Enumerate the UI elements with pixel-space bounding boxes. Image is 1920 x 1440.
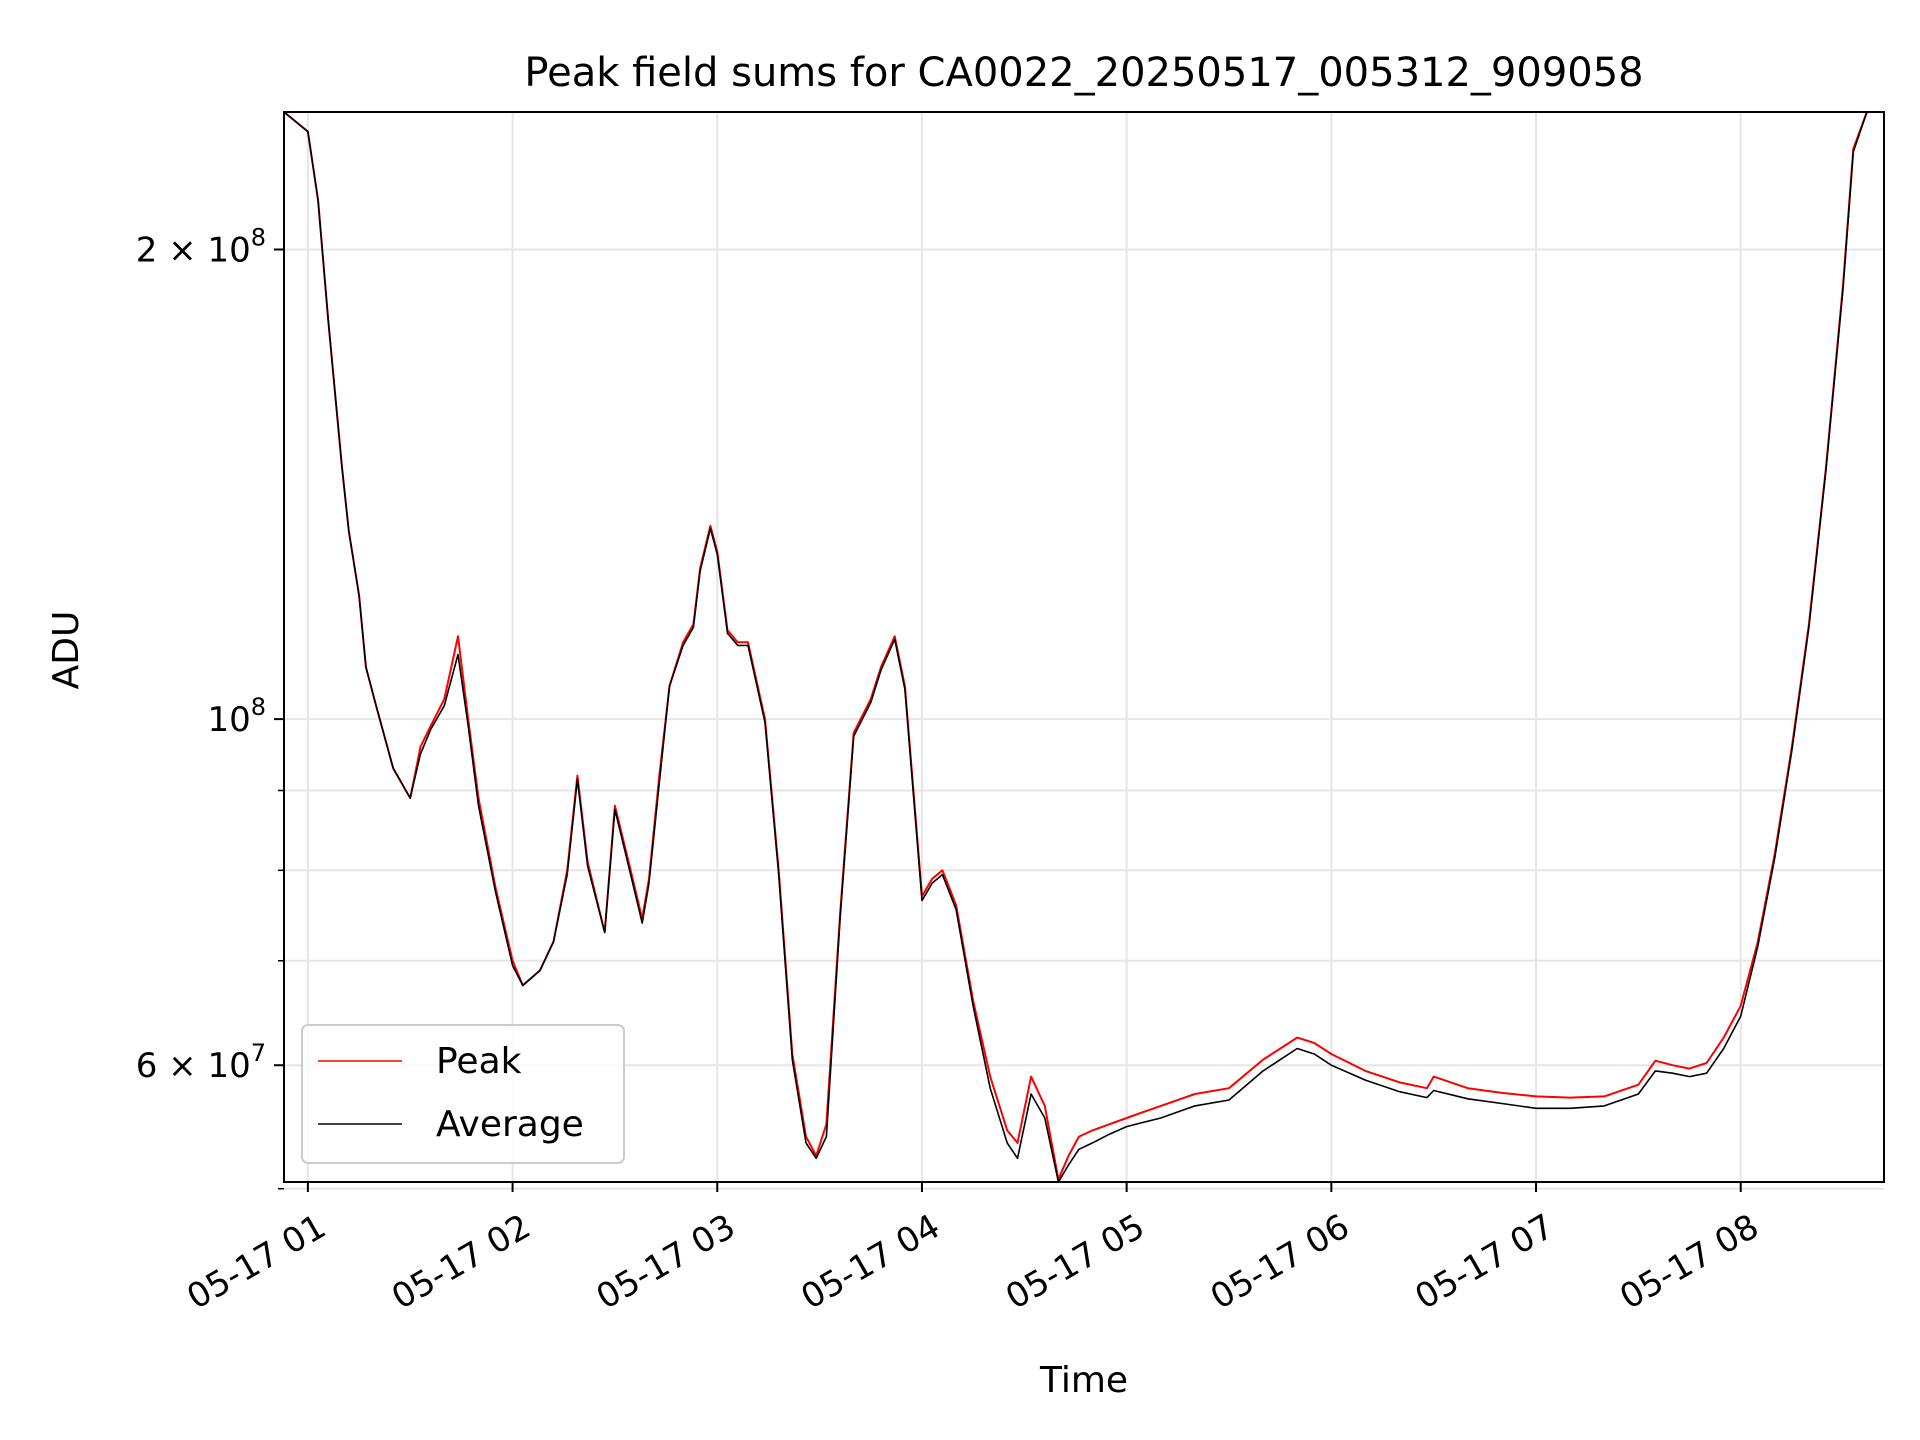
plot-frame [283,111,1885,1183]
legend-label-peak: Peak [436,1041,522,1082]
y-axis-ticks: 2 × 108 108 6 × 107 [136,223,284,1190]
y-tick-label: 2 × 108 [136,223,266,270]
series-line-average [283,111,1884,1183]
x-axis-label: Time [1039,1360,1128,1401]
y-tick-label: 108 [207,693,266,740]
legend: Peak Average [301,1024,625,1164]
grid [284,112,1884,1190]
legend-label-average: Average [436,1104,584,1145]
y-axis-label: ADU [46,611,87,690]
legend-box [301,1024,625,1164]
plot-lines [283,111,1884,1183]
chart-title: Peak field sums for CA0022_20250517_0053… [524,50,1643,96]
series-line-peak [283,111,1884,1181]
y-tick-label: 6 × 107 [136,1039,266,1086]
